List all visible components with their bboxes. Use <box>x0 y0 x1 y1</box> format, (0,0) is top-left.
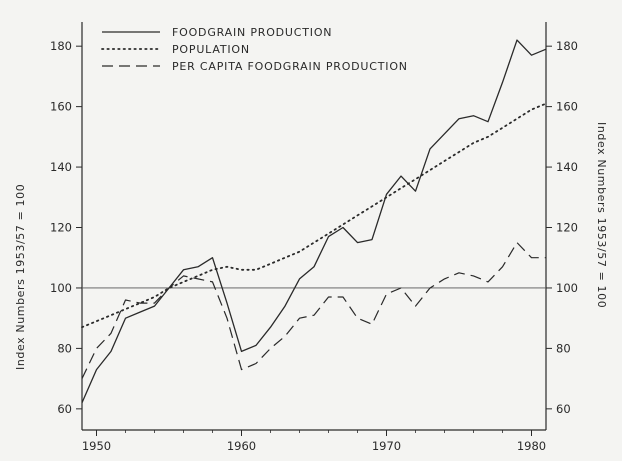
x-tick-label: 1950 <box>82 439 111 453</box>
y-tick-label-right: 60 <box>556 402 571 416</box>
series-line-dashed <box>81 242 546 379</box>
y-tick-label-right: 120 <box>556 221 578 235</box>
y-tick-label-left: 100 <box>50 281 72 295</box>
y-tick-label-left: 80 <box>57 341 72 355</box>
x-tick-label: 1970 <box>372 439 401 453</box>
y-tick-label-left: 180 <box>50 39 72 53</box>
x-tick-label: 1980 <box>517 439 546 453</box>
y-tick-label-right: 80 <box>556 341 571 355</box>
y-tick-label-right: 180 <box>556 39 578 53</box>
y-tick-label-left: 140 <box>50 160 72 174</box>
axis-ticks: 60 60 80 80 100 100 120 120 140 140 160 160 180 180 19… <box>50 39 578 453</box>
y-tick-label-right: 140 <box>556 160 578 174</box>
series-lines <box>81 39 547 404</box>
y-tick-label-left: 60 <box>57 402 72 416</box>
plot-frame <box>81 22 547 431</box>
y-axis-label-right: Index Numbers 1953/57 = 100 <box>595 122 608 308</box>
y-tick-label-right: 160 <box>556 100 578 114</box>
y-tick-label-left: 160 <box>50 100 72 114</box>
legend: FOODGRAIN PRODUCTION POPULATION PER CAPITA… <box>101 26 408 73</box>
series-line-dotted <box>81 102 547 329</box>
y-tick-label-right: 100 <box>556 281 578 295</box>
y-axis-label-left: Index Numbers 1953/57 = 100 <box>14 184 27 370</box>
x-tick-label: 1960 <box>227 439 256 453</box>
legend-label: POPULATION <box>172 43 250 56</box>
legend-label: PER CAPITA FOODGRAIN PRODUCTION <box>172 60 408 73</box>
series-line-solid <box>81 39 547 404</box>
legend-label: FOODGRAIN PRODUCTION <box>172 26 332 39</box>
y-tick-label-left: 120 <box>50 221 72 235</box>
